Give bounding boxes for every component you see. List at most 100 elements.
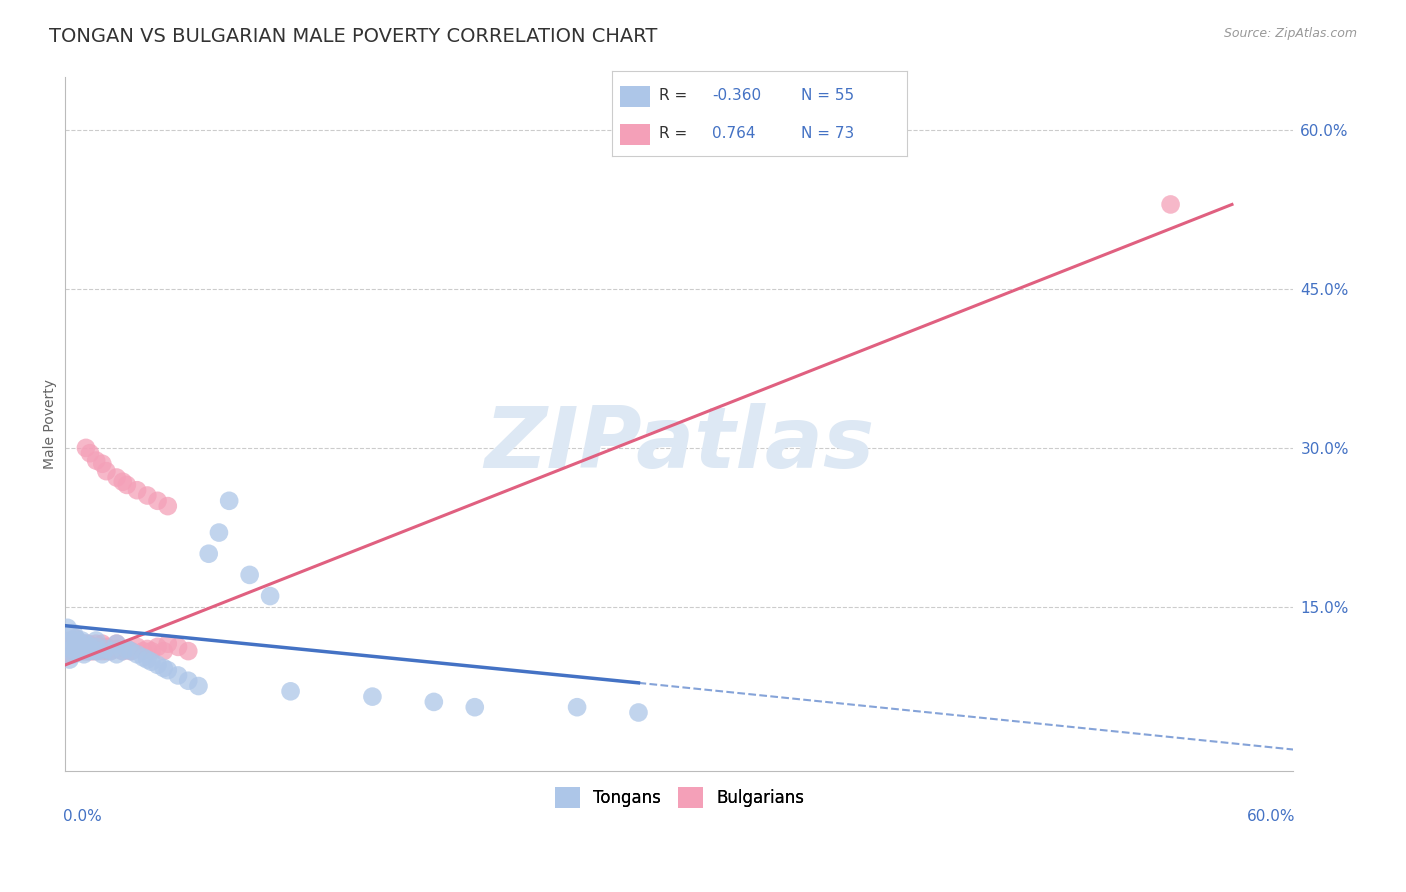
Point <box>70 640 93 654</box>
Point <box>115 642 138 657</box>
Point <box>111 644 134 658</box>
Point <box>79 640 101 654</box>
Point <box>80 642 103 657</box>
Point <box>66 644 89 658</box>
Point <box>96 640 118 654</box>
Bar <box>620 124 650 145</box>
Point <box>70 637 93 651</box>
Point <box>87 644 110 658</box>
Text: R =: R = <box>659 87 692 103</box>
Text: TONGAN VS BULGARIAN MALE POVERTY CORRELATION CHART: TONGAN VS BULGARIAN MALE POVERTY CORRELA… <box>49 27 658 45</box>
Point <box>73 644 96 658</box>
Point <box>152 644 174 658</box>
Point <box>361 690 384 704</box>
Point <box>152 661 174 675</box>
Point <box>66 640 89 654</box>
Point <box>146 657 169 672</box>
Point <box>70 644 93 658</box>
Point <box>60 633 83 648</box>
Bar <box>620 86 650 107</box>
Point <box>125 483 148 498</box>
Point <box>66 633 89 648</box>
Point <box>83 640 105 654</box>
Point <box>62 626 84 640</box>
Point <box>208 525 231 540</box>
Point <box>66 640 89 654</box>
Point <box>84 640 107 654</box>
Text: Source: ZipAtlas.com: Source: ZipAtlas.com <box>1223 27 1357 40</box>
Point <box>91 644 114 658</box>
Point <box>156 499 179 513</box>
Point <box>132 644 155 658</box>
Point <box>70 633 93 648</box>
Point <box>58 640 80 654</box>
Point <box>80 642 103 657</box>
Point <box>79 644 101 658</box>
Point <box>83 644 105 658</box>
Point <box>197 547 219 561</box>
Point <box>141 644 163 658</box>
Text: 0.0%: 0.0% <box>63 809 101 824</box>
Point <box>77 644 100 658</box>
Point <box>105 470 128 484</box>
Point <box>75 441 97 455</box>
Point <box>62 633 84 648</box>
Point <box>1160 197 1182 211</box>
Point <box>141 655 163 669</box>
Point <box>423 695 446 709</box>
Text: N = 73: N = 73 <box>800 126 853 141</box>
Point <box>105 647 128 661</box>
Point <box>60 644 83 658</box>
Point <box>65 632 87 646</box>
Point <box>75 637 97 651</box>
Point <box>60 637 83 651</box>
Point <box>136 652 159 666</box>
Point <box>60 647 83 661</box>
Point <box>105 637 128 651</box>
Point <box>167 668 190 682</box>
Point <box>58 642 80 657</box>
Point <box>100 644 122 658</box>
Point <box>177 644 200 658</box>
Point <box>120 644 142 658</box>
Point <box>91 647 114 661</box>
Point <box>96 642 118 657</box>
Point <box>91 457 114 471</box>
Point <box>77 644 100 658</box>
Point <box>79 640 101 654</box>
Text: 60.0%: 60.0% <box>1247 809 1296 824</box>
Text: N = 55: N = 55 <box>800 87 853 103</box>
Point <box>565 700 588 714</box>
Point <box>105 637 128 651</box>
Point <box>96 644 118 658</box>
Point <box>136 489 159 503</box>
Point <box>84 453 107 467</box>
Point <box>73 637 96 651</box>
Point <box>105 642 128 657</box>
Point <box>84 644 107 658</box>
Point <box>259 589 281 603</box>
Point <box>69 644 91 658</box>
Point <box>125 647 148 661</box>
Point <box>56 644 79 658</box>
Point <box>58 633 80 648</box>
Point <box>96 464 118 478</box>
Point <box>69 644 91 658</box>
Point <box>464 700 486 714</box>
Point <box>80 644 103 658</box>
Point <box>69 640 91 654</box>
Point <box>58 652 80 666</box>
Point <box>56 621 79 635</box>
Point <box>93 642 115 657</box>
Point <box>69 642 91 657</box>
Point <box>75 642 97 657</box>
Point <box>70 640 93 654</box>
Point <box>73 647 96 661</box>
Point <box>79 446 101 460</box>
Point <box>89 640 111 654</box>
Point <box>136 642 159 657</box>
Point <box>62 647 84 661</box>
Point <box>62 644 84 658</box>
Point <box>146 640 169 654</box>
Point <box>627 706 650 720</box>
